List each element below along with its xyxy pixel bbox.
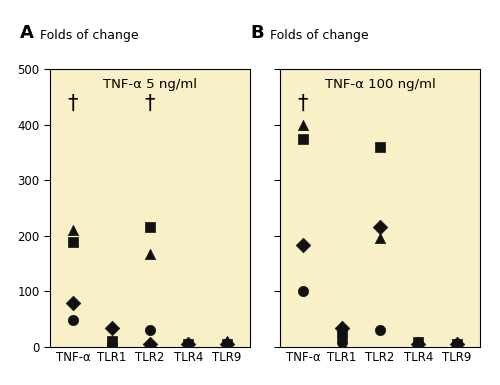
Point (69, 300, 77, 306)
Point (108, 325, 116, 331)
Point (69, 239, 77, 245)
Point (376, 144, 384, 150)
Point (223, 341, 231, 347)
Point (69, 317, 77, 323)
Point (453, 341, 461, 347)
Text: †: † (145, 94, 155, 114)
Point (223, 338, 231, 344)
Point (453, 341, 461, 347)
Point (108, 341, 116, 347)
Text: B: B (250, 24, 264, 42)
Text: †: † (68, 94, 78, 114)
Text: TNF-α 100 ng/ml: TNF-α 100 ng/ml (324, 78, 436, 90)
Point (184, 341, 192, 347)
Point (453, 341, 461, 347)
Point (414, 341, 422, 347)
Text: Folds of change: Folds of change (40, 29, 138, 42)
Point (376, 327, 384, 333)
Point (146, 251, 154, 257)
Text: †: † (298, 94, 308, 114)
Point (146, 327, 154, 333)
Point (376, 224, 384, 230)
Point (108, 338, 116, 344)
Point (69, 227, 77, 233)
Point (338, 331, 345, 337)
Point (299, 242, 307, 248)
Point (108, 338, 116, 344)
Text: A: A (20, 24, 34, 42)
Point (453, 341, 461, 347)
Text: TNF-α 5 ng/ml: TNF-α 5 ng/ml (103, 78, 197, 90)
Point (414, 341, 422, 347)
Point (338, 341, 345, 347)
Point (146, 341, 154, 347)
Point (299, 122, 307, 128)
Point (184, 341, 192, 347)
Point (338, 325, 345, 331)
Point (299, 136, 307, 142)
Point (414, 341, 422, 347)
Point (184, 341, 192, 347)
Text: Folds of change: Folds of change (270, 29, 368, 42)
Point (223, 341, 231, 347)
Point (184, 341, 192, 347)
Point (223, 341, 231, 347)
Point (376, 235, 384, 241)
Point (414, 339, 422, 345)
Point (299, 288, 307, 294)
Point (146, 224, 154, 230)
Point (338, 339, 345, 345)
